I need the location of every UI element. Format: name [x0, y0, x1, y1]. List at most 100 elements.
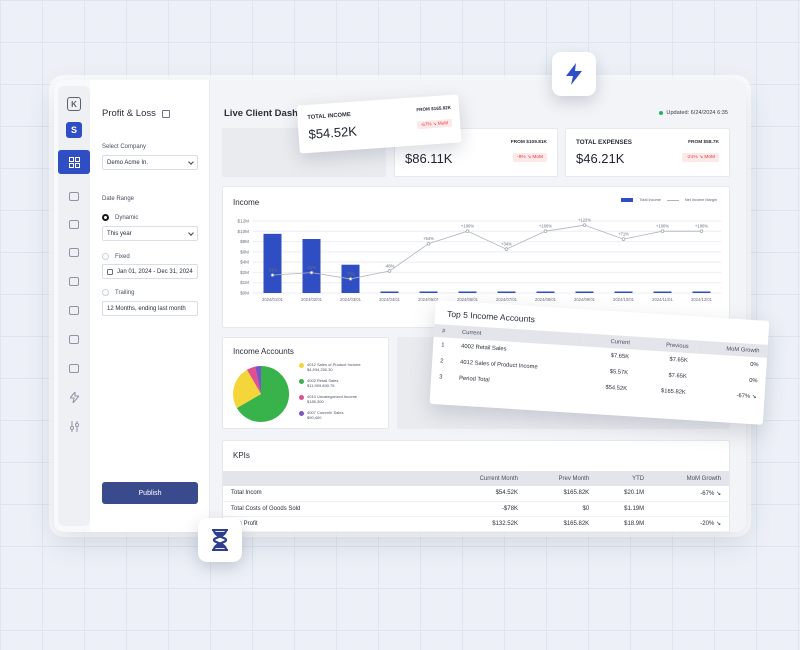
- date-range-label: Date Range: [102, 196, 135, 202]
- mom-badge: -67% ↘ MoM: [416, 118, 453, 130]
- folder-icon[interactable]: [58, 356, 90, 380]
- chevron-down-icon: [188, 159, 194, 165]
- line-point: [660, 229, 665, 233]
- table-row[interactable]: Total Incom $54.52K $165.82K $20.1M -67% ↘: [223, 486, 729, 502]
- pie-slice-product-income: [233, 369, 261, 408]
- x-tick-label: 2024/08/01: [535, 297, 557, 302]
- floating-top5-income-accounts[interactable]: Top 5 Income Accounts # Current Current …: [429, 300, 770, 425]
- icon-rail: K S: [58, 86, 90, 526]
- dynamic-select[interactable]: This year: [102, 226, 198, 241]
- legend-swatch-total-income: [621, 198, 634, 202]
- pie-legend-item: 4010 Uncategorized Income $185,300: [299, 394, 357, 404]
- bolt-icon[interactable]: [58, 385, 90, 409]
- edit-icon[interactable]: [161, 109, 170, 118]
- mom-badge: -9% ↘ MoM: [513, 153, 547, 162]
- chart-bar: [653, 291, 672, 293]
- grid-icon[interactable]: [58, 150, 90, 174]
- data-label: +100%: [461, 224, 474, 229]
- data-label: -46%: [385, 264, 395, 269]
- chart-bar: [497, 291, 516, 293]
- x-tick-label: 2024/02/01: [301, 297, 323, 302]
- data-label: -52%: [307, 265, 317, 270]
- dashboard-main: Live Client Dashbo Updated: 6/24/2024 6:…: [210, 80, 746, 532]
- updated-status: Updated: 6/24/2024 6:35: [659, 110, 728, 116]
- panel-title: Profit & Loss: [102, 108, 170, 119]
- kpi-table-card: KPIs Current Month Prev Month YTD MoM Gr…: [222, 440, 730, 532]
- x-tick-label: 2024/06/01: [457, 297, 479, 302]
- chart-bar: [614, 291, 633, 293]
- pie-slice-retail-sales: [236, 365, 290, 422]
- line-point: [621, 237, 626, 241]
- pie-legend-item: 4012 Sales of Product Income $4,934,250.3…: [299, 362, 361, 372]
- fixed-radio[interactable]: Fixed: [102, 253, 130, 260]
- data-label: +100%: [539, 224, 552, 229]
- report-settings-panel: Profit & Loss Select Company Demo Acme I…: [90, 80, 210, 532]
- line-series-net-income-margin: [272, 224, 702, 280]
- y-tick-label: $12M: [238, 219, 250, 224]
- bolt-icon: [552, 52, 596, 96]
- fixed-date-input[interactable]: Jan 01, 2024 - Dec 31, 2024: [102, 264, 198, 279]
- document-icon[interactable]: [58, 298, 90, 322]
- trailing-radio[interactable]: Trailing: [102, 289, 134, 296]
- table-row[interactable]: Total Costs of Goods Sold -$78K $0 $1.19M: [223, 501, 729, 517]
- line-point: [426, 241, 431, 246]
- status-dot: [659, 111, 664, 115]
- hourglass-icon: [198, 518, 242, 562]
- logo-icon[interactable]: K: [58, 92, 90, 116]
- x-tick-label: 2024/07/01: [496, 297, 518, 302]
- dashboard-title: Live Client Dashbo: [224, 108, 310, 119]
- publish-button[interactable]: Publish: [102, 482, 198, 504]
- y-tick-label: $10M: [238, 229, 250, 234]
- y-tick-label: $4M: [240, 260, 249, 265]
- kpi-card-net-income[interactable]: ... FROM $109.81K $86.11K -9% ↘ MoM: [394, 128, 558, 177]
- legend-dot: [299, 379, 304, 384]
- legend-swatch-net-income-margin: [666, 199, 679, 201]
- chevron-down-icon: [188, 230, 194, 236]
- line-point: [387, 269, 392, 273]
- pie-legend-item: 4002 Retail Sales $11,909,890.75: [299, 378, 338, 388]
- x-tick-label: 2024/11/01: [652, 297, 673, 302]
- sliders-icon[interactable]: [58, 414, 90, 438]
- x-tick-label: 2024/01/01: [262, 297, 284, 302]
- radio-selected[interactable]: [102, 214, 109, 221]
- line-point: [465, 229, 470, 233]
- table-header: Current Month Prev Month YTD MoM Growth: [223, 471, 729, 486]
- company-label: Select Company: [102, 144, 147, 150]
- x-tick-label: 2024/10/01: [613, 297, 635, 302]
- image-icon[interactable]: [58, 212, 90, 236]
- data-label: -61%: [268, 268, 278, 273]
- brand-icon[interactable]: S: [58, 118, 90, 142]
- line-point: [270, 273, 275, 277]
- radio-unselected[interactable]: [102, 289, 109, 296]
- mom-badge: -21% ↘ MoM: [682, 153, 719, 162]
- income-title: Income: [233, 198, 260, 207]
- income-chart: $0M $1M $2M $4M $6M $8M $10M $12M 2024/01/01 2024…: [238, 218, 721, 302]
- y-tick-label: $8M: [240, 239, 249, 244]
- pie-slice-commiv-sales: [255, 365, 261, 394]
- data-label: +71%: [618, 232, 629, 237]
- data-label: +122%: [578, 218, 591, 223]
- card-icon[interactable]: [58, 184, 90, 208]
- x-tick-label: 2024/03/01: [340, 297, 362, 302]
- y-tick-label: $6M: [240, 249, 249, 254]
- line-point: [543, 229, 548, 233]
- contact-icon[interactable]: [58, 327, 90, 351]
- income-accounts-title: Income Accounts: [233, 347, 294, 356]
- top5-title: Top 5 Income Accounts: [446, 308, 536, 325]
- pie-slice-uncategorized: [247, 366, 261, 394]
- company-select[interactable]: Demo Acme In.: [102, 155, 198, 170]
- dynamic-radio[interactable]: Dynamic: [102, 214, 138, 221]
- x-tick-label: 2024/04/01: [379, 297, 401, 302]
- kpi-card-total-expenses[interactable]: TOTAL EXPENSES FROM $58.7K $46.21K -21% …: [565, 128, 730, 177]
- trailing-input[interactable]: 12 Months, ending last month: [102, 301, 198, 316]
- y-tick-label: $0M: [240, 291, 249, 296]
- monitor-icon[interactable]: [58, 240, 90, 264]
- data-label: +34%: [501, 242, 512, 247]
- data-label: +100%: [656, 224, 669, 229]
- radio-unselected[interactable]: [102, 253, 109, 260]
- kpis-title: KPIs: [233, 451, 250, 460]
- table-row[interactable]: ...ss Profit $132.52K $165.82K $18.9M -20% ↘: [223, 516, 729, 532]
- y-tick-label: $1M: [240, 280, 249, 285]
- copy-icon[interactable]: [58, 269, 90, 293]
- kpi-table: Current Month Prev Month YTD MoM Growth …: [223, 471, 729, 532]
